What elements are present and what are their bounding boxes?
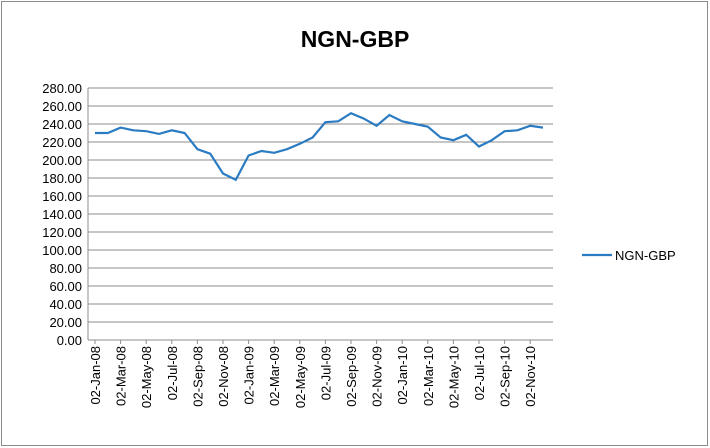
x-tick-label: 02-Jul-08 (165, 346, 180, 400)
x-tick-label: 02-May-09 (293, 346, 308, 408)
x-tick-label: 02-May-08 (139, 346, 154, 408)
x-tick-label: 02-Mar-10 (421, 346, 436, 406)
y-tick-label: 20.00 (49, 315, 82, 330)
x-tick-label: 02-Nov-10 (523, 346, 538, 407)
x-tick-label: 02-Jul-10 (472, 346, 487, 400)
x-tick-label: 02-Jan-10 (395, 346, 410, 405)
y-tick-label: 220.00 (42, 135, 82, 150)
y-tick-label: 200.00 (42, 153, 82, 168)
y-tick-label: 0.00 (57, 333, 82, 348)
y-tick-label: 120.00 (42, 225, 82, 240)
x-tick-label: 02-Mar-09 (267, 346, 282, 406)
y-tick-label: 80.00 (49, 261, 82, 276)
x-tick-label: 02-Sep-09 (344, 346, 359, 407)
x-tick-label: 02-May-10 (446, 346, 461, 408)
y-tick-label: 100.00 (42, 243, 82, 258)
chart-title: NGN-GBP (301, 26, 410, 52)
x-tick-label: 02-Mar-08 (114, 346, 129, 406)
x-tick-label: 02-Jan-09 (242, 346, 257, 405)
legend-label: NGN-GBP (615, 248, 676, 263)
y-tick-label: 260.00 (42, 99, 82, 114)
x-tick-label: 02-Jan-08 (88, 346, 103, 405)
x-tick-label: 02-Sep-10 (498, 346, 513, 407)
y-tick-label: 60.00 (49, 279, 82, 294)
y-tick-label: 40.00 (49, 297, 82, 312)
line (95, 111, 544, 182)
x-tick-label: 02-Nov-08 (216, 346, 231, 407)
y-tick-label: 280.00 (42, 81, 82, 96)
x-tick-label: 02-Sep-08 (190, 346, 205, 407)
y-tick-label: 180.00 (42, 171, 82, 186)
x-tick-label: 02-Jul-09 (318, 346, 333, 400)
y-tick-label: 240.00 (42, 117, 82, 132)
y-tick-label: 140.00 (42, 207, 82, 222)
x-tick-label: 02-Nov-09 (370, 346, 385, 407)
y-tick-label: 160.00 (42, 189, 82, 204)
